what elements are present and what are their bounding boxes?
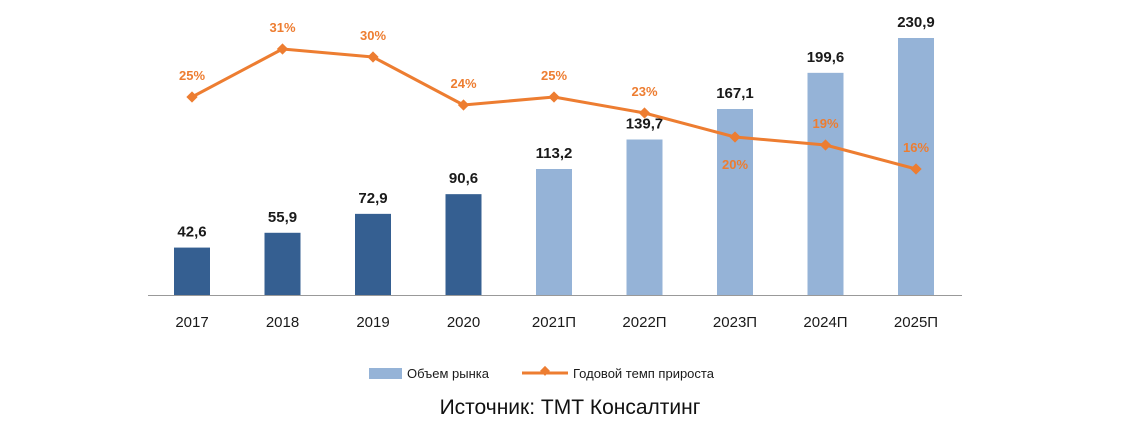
- growth-rate-label: 30%: [360, 28, 386, 43]
- legend-marker-growth-rate: [540, 365, 550, 376]
- market-chart: 42,6 55,9 72,9 90,6 113,2 139,7 167,1 199,6 230,…: [148, 14, 962, 381]
- legend-swatch-market-volume: [369, 368, 402, 379]
- bar-value-labels: 42,6 55,9 72,9 90,6 113,2 139,7 167,1 199,6 230,…: [177, 14, 934, 241]
- growth-rate-point: [367, 51, 379, 63]
- growth-rate-point: [457, 99, 470, 111]
- bar-value-label: 199,6: [807, 49, 845, 66]
- bar-2022П: [626, 139, 663, 295]
- bar-value-label: 42,6: [177, 224, 206, 241]
- legend-label-market-volume: Объем рынка: [407, 366, 490, 381]
- growth-rate-point: [910, 163, 922, 175]
- growth-rate-label: 19%: [812, 116, 838, 131]
- x-tick-label: 2024П: [803, 314, 847, 331]
- x-tick-label: 2025П: [894, 314, 938, 331]
- bar-value-label: 55,9: [268, 209, 297, 226]
- x-tick-label: 2018: [266, 314, 299, 331]
- x-tick-label: 2020: [447, 314, 480, 331]
- x-tick-label: 2023П: [713, 314, 757, 331]
- growth-rate-label: 31%: [269, 20, 295, 35]
- growth-rate-label: 25%: [541, 68, 567, 83]
- growth-rate-point: [276, 43, 289, 55]
- bar-value-label: 230,9: [897, 14, 935, 31]
- x-tick-label: 2021П: [532, 314, 576, 331]
- bar-2019: [355, 213, 391, 295]
- growth-rate-label: 20%: [722, 157, 748, 172]
- growth-rate-point: [186, 91, 198, 103]
- x-tick-labels: 2017 2018 2019 2020 2021П 2022П 2023П 2024П 2025…: [175, 314, 938, 331]
- bar-value-label: 167,1: [716, 85, 754, 102]
- source-caption: Источник: ТМТ Консалтинг: [439, 396, 701, 419]
- legend: Объем рынка Годовой темп прироста: [369, 365, 715, 381]
- bar-2021П: [536, 169, 572, 295]
- bar-2020: [445, 194, 482, 295]
- growth-rate-label: 16%: [903, 140, 929, 155]
- growth-rate-point: [548, 91, 560, 103]
- growth-rate-point: [729, 131, 741, 143]
- bar-value-label: 90,6: [449, 170, 478, 187]
- bar-2017: [174, 247, 210, 295]
- growth-rate-label: 23%: [631, 84, 657, 99]
- growth-rate-label: 24%: [450, 76, 476, 91]
- growth-rate-labels: 25% 31% 30% 24% 25% 23% 20% 19% 16%: [179, 20, 929, 172]
- growth-rate-series: [186, 43, 922, 175]
- x-tick-label: 2017: [175, 314, 208, 331]
- bar-2018: [264, 232, 301, 295]
- bar-2024П: [807, 72, 844, 295]
- bar-value-label: 72,9: [358, 190, 387, 207]
- x-tick-label: 2019: [356, 314, 389, 331]
- bar-value-label: 139,7: [626, 116, 664, 133]
- x-tick-label: 2022П: [622, 314, 666, 331]
- growth-rate-point: [819, 139, 832, 151]
- legend-label-growth-rate: Годовой темп прироста: [573, 366, 715, 381]
- bar-value-label: 113,2: [536, 145, 573, 162]
- growth-rate-label: 25%: [179, 68, 205, 83]
